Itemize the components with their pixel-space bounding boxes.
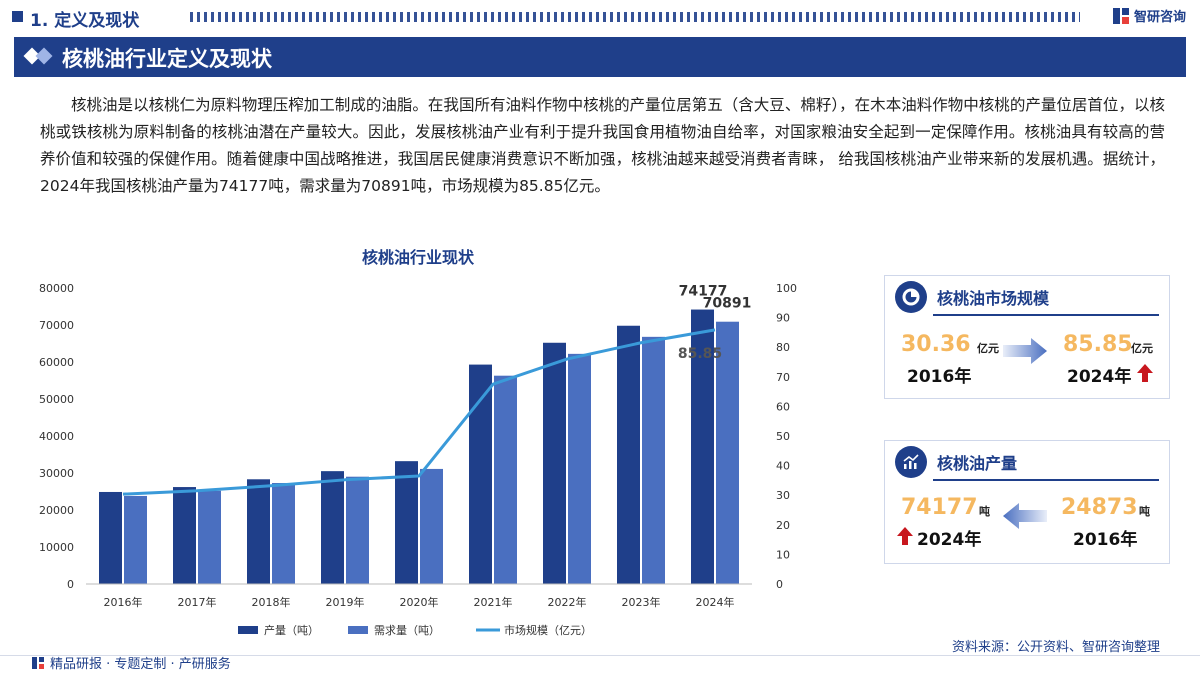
production-2016-year: 2016年 xyxy=(1073,530,1138,550)
y-right-tick-label: 70 xyxy=(776,371,790,384)
bar-production xyxy=(543,342,566,584)
y-right-tick-label: 20 xyxy=(776,519,790,532)
y-left-tick-label: 30000 xyxy=(39,467,74,480)
up-arrow-icon xyxy=(1137,364,1153,382)
left-arrow-icon xyxy=(1003,503,1047,529)
label-demand-2024: 70891 xyxy=(703,296,752,312)
top-strip: 1. 定义及现状 智研咨询 xyxy=(0,0,1200,34)
x-tick-label: 2018年 xyxy=(252,595,291,609)
y-right-tick-label: 30 xyxy=(776,489,790,502)
brand-logo-icon xyxy=(32,656,44,669)
section-title: 1. 定义及现状 xyxy=(30,11,140,31)
pie-chart-icon xyxy=(895,281,927,313)
production-2024-year: 2024年 xyxy=(917,530,982,550)
legend-swatch xyxy=(238,626,258,634)
y-left-tick-label: 40000 xyxy=(39,430,74,443)
combo-chart: 0 10000 20000 30000 40000 50000 60000 70000 8000… xyxy=(39,248,797,637)
section-marker xyxy=(12,11,23,22)
label-market-2024: 85.85 xyxy=(678,346,722,362)
bar-demand xyxy=(420,468,443,584)
market-2016-year: 2016年 xyxy=(907,367,972,387)
right-arrow-icon xyxy=(1003,338,1047,364)
y-right-tick-label: 100 xyxy=(776,282,797,295)
y-right-tick-label: 50 xyxy=(776,430,790,443)
bar-production xyxy=(247,479,270,584)
bar-demand xyxy=(346,476,369,584)
footer-text: 精品研报 · 专题定制 · 产研服务 xyxy=(50,657,231,672)
y-left-tick-label: 70000 xyxy=(39,319,74,332)
card-divider xyxy=(933,479,1159,481)
y-left-tick-label: 20000 xyxy=(39,504,74,517)
card-divider xyxy=(933,314,1159,316)
production-2016-unit: 吨 xyxy=(1139,505,1150,518)
y-left-tick-label: 0 xyxy=(67,578,74,591)
bar-production xyxy=(691,309,714,584)
brand-logo-icon xyxy=(1112,7,1129,24)
bar-production xyxy=(617,325,640,584)
production-2016-value: 24873 xyxy=(1061,495,1138,520)
market-card-title: 核桃油市场规模 xyxy=(937,289,1050,308)
legend-label: 需求量（吨） xyxy=(374,624,440,637)
diamond-icon xyxy=(35,47,53,65)
y-right-tick-label: 40 xyxy=(776,460,790,473)
label-production-2024: 74177 xyxy=(679,284,728,300)
production-card: 核桃油产量 74177 吨 2024年 24873 吨 2016年 xyxy=(884,440,1170,564)
x-tick-label: 2016年 xyxy=(104,595,143,609)
footer-divider xyxy=(0,655,1200,656)
chart-container: 0 10000 20000 30000 40000 50000 60000 70000 8000… xyxy=(20,244,840,654)
market-size-card: 核桃油市场规模 30.36 亿元 2016年 85.85 亿元 2024年 xyxy=(884,275,1170,399)
y-left-tick-label: 10000 xyxy=(39,541,74,554)
y-right-tick-label: 0 xyxy=(776,578,783,591)
x-tick-label: 2020年 xyxy=(400,595,439,609)
bar-production xyxy=(173,487,196,584)
x-tick-label: 2024年 xyxy=(696,595,735,609)
page-title: 核桃油行业定义及现状 xyxy=(62,47,272,71)
up-arrow-icon xyxy=(897,527,913,545)
decorative-stripes xyxy=(190,12,1080,22)
production-2024-value: 74177 xyxy=(901,495,978,520)
title-banner: 核桃油行业定义及现状 xyxy=(14,37,1186,77)
x-tick-label: 2023年 xyxy=(622,595,661,609)
brand: 智研咨询 xyxy=(1112,6,1186,25)
chart-title: 核桃油行业现状 xyxy=(362,248,475,267)
legend-swatch xyxy=(348,626,368,634)
bar-demand xyxy=(494,375,517,584)
market-2024-value: 85.85 xyxy=(1063,332,1133,357)
line-market-size xyxy=(122,328,716,496)
bar-demand xyxy=(716,321,739,584)
legend-label: 市场规模（亿元） xyxy=(504,623,592,637)
y-right-tick-label: 60 xyxy=(776,400,790,413)
bar-demand xyxy=(272,482,295,584)
market-2016-unit: 亿元 xyxy=(977,342,999,355)
market-2024-year: 2024年 xyxy=(1067,367,1132,387)
y-left-tick-label: 80000 xyxy=(39,282,74,295)
footer-services: 精品研报 · 专题定制 · 产研服务 xyxy=(32,653,231,672)
production-2024-unit: 吨 xyxy=(979,505,990,518)
intro-paragraph: 核桃油是以核桃仁为原料物理压榨加工制成的油脂。在我国所有油料作物中核桃的产量位居… xyxy=(40,96,1165,195)
market-2016-value: 30.36 xyxy=(901,332,971,357)
y-left-tick-label: 60000 xyxy=(39,356,74,369)
bar-demand xyxy=(642,336,665,584)
bar-production xyxy=(321,471,344,584)
bar-production xyxy=(99,491,122,584)
bar-demand xyxy=(568,353,591,584)
bar-production xyxy=(469,364,492,584)
legend-label: 产量（吨） xyxy=(264,623,319,637)
production-card-title: 核桃油产量 xyxy=(937,454,1018,473)
y-left-tick-label: 50000 xyxy=(39,393,74,406)
source-note: 资料来源：公开资料、智研咨询整理 xyxy=(951,640,1160,655)
trend-chart-icon xyxy=(895,446,927,478)
y-right-tick-label: 90 xyxy=(776,312,790,325)
x-tick-label: 2017年 xyxy=(178,595,217,609)
market-2024-unit: 亿元 xyxy=(1131,342,1153,355)
x-tick-label: 2022年 xyxy=(548,595,587,609)
x-tick-label: 2019年 xyxy=(326,595,365,609)
y-right-tick-label: 80 xyxy=(776,341,790,354)
x-tick-label: 2021年 xyxy=(474,595,513,609)
brand-name: 智研咨询 xyxy=(1133,10,1186,25)
bar-demand xyxy=(198,490,221,584)
bar-production xyxy=(395,461,418,584)
bar-demand xyxy=(124,495,147,584)
y-right-tick-label: 10 xyxy=(776,548,790,561)
